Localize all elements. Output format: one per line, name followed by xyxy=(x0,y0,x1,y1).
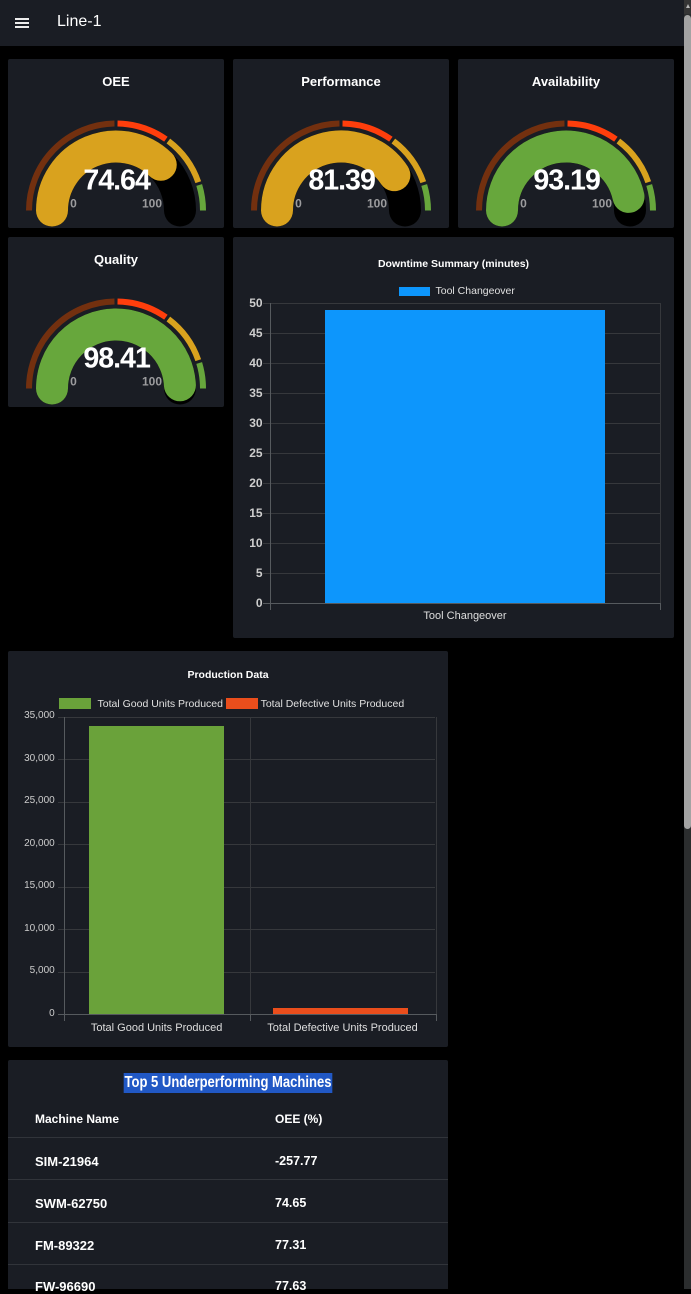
svg-text:98.41: 98.41 xyxy=(83,342,151,374)
svg-text:Availability: Availability xyxy=(532,74,601,89)
svg-text:0: 0 xyxy=(70,374,77,388)
svg-text:93.19: 93.19 xyxy=(533,164,600,196)
svg-text:100: 100 xyxy=(592,196,612,210)
svg-text:Performance: Performance xyxy=(301,74,380,89)
svg-text:74.64: 74.64 xyxy=(83,164,151,196)
svg-text:81.39: 81.39 xyxy=(308,164,375,196)
svg-text:0: 0 xyxy=(520,196,527,210)
svg-text:100: 100 xyxy=(142,374,162,388)
svg-text:OEE: OEE xyxy=(102,74,130,89)
svg-text:100: 100 xyxy=(142,196,162,210)
svg-text:Quality: Quality xyxy=(94,252,139,267)
svg-text:0: 0 xyxy=(70,196,77,210)
svg-text:100: 100 xyxy=(367,196,387,210)
svg-text:0: 0 xyxy=(295,196,302,210)
